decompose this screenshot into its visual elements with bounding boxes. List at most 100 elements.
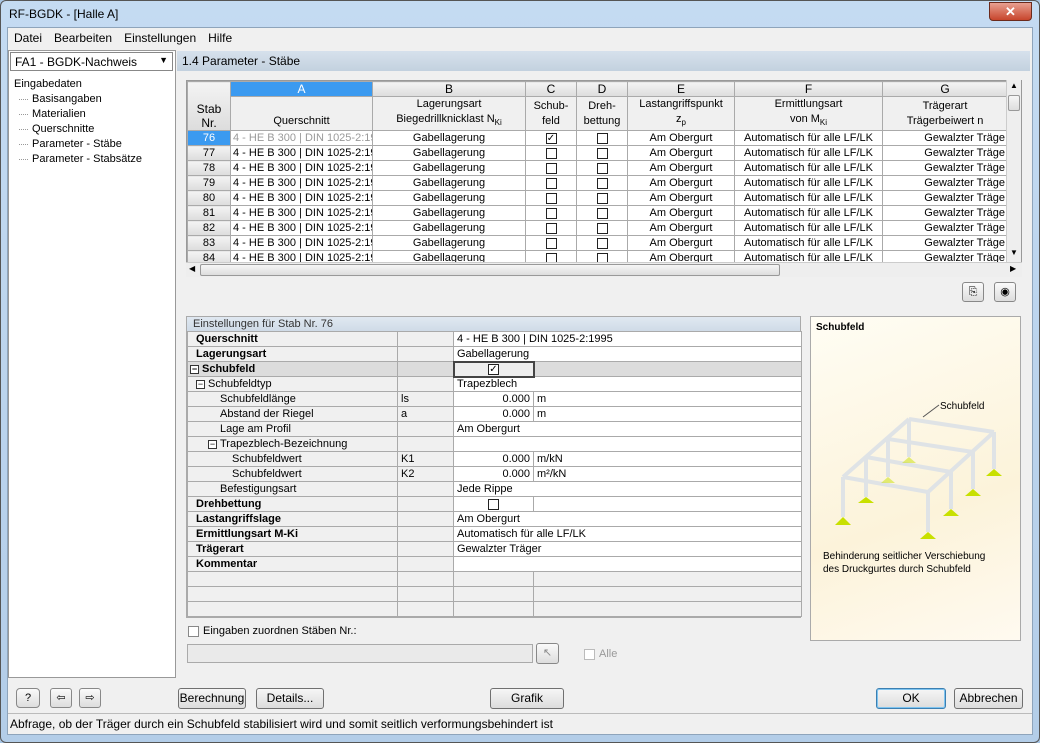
details-button[interactable]: Details... [256, 688, 324, 709]
table-row[interactable]: 81 4 - HE B 300 | DIN 1025-2:19 Gabellag… [187, 205, 1008, 222]
scroll-up-icon[interactable]: ▲ [1010, 81, 1018, 90]
shear-panel-checkbox[interactable] [545, 222, 557, 234]
col-header[interactable]: Ermittlungsart von MKi [734, 95, 883, 132]
row-number[interactable]: 83 [187, 235, 231, 252]
cell-rotational-restraint[interactable] [576, 160, 628, 177]
col-header[interactable]: Lastangriffspunkt zp [627, 95, 735, 132]
collapse-icon[interactable]: − [196, 379, 205, 389]
cell-beam-type[interactable]: Gewalzter Träge [882, 145, 1008, 162]
setting-value[interactable]: 0.000 [453, 466, 534, 482]
setting-value[interactable]: Am Obergurt [452, 511, 803, 527]
cell-rotational-restraint[interactable] [576, 205, 628, 222]
rotational-restraint-checkbox[interactable] [596, 207, 608, 219]
setting-row[interactable]: Lagerungsart Gabellagerung [187, 346, 803, 362]
cell-support-type[interactable]: Gabellagerung [372, 190, 526, 207]
import-button[interactable]: ⇦ [50, 688, 72, 708]
shear-panel-checkbox[interactable] [545, 237, 557, 249]
setting-row[interactable]: − Schubfeld ✓ [187, 360, 803, 378]
row-number[interactable]: 76 [187, 130, 231, 147]
cell-rotational-restraint[interactable] [576, 190, 628, 207]
cell-rotational-restraint[interactable] [576, 235, 628, 252]
setting-checkbox-cell[interactable]: ✓ [452, 360, 535, 378]
cell-support-type[interactable]: Gabellagerung [372, 205, 526, 222]
cell-support-type[interactable]: Gabellagerung [372, 220, 526, 237]
setting-checkbox[interactable] [488, 498, 499, 510]
menu-datei[interactable]: Datei [14, 31, 43, 45]
col-letter-b[interactable]: B [372, 81, 526, 97]
cell-load-point[interactable]: Am Obergurt [627, 190, 735, 207]
setting-row[interactable]: Kommentar [187, 556, 803, 572]
col-letter-a[interactable]: A [230, 81, 373, 97]
setting-value[interactable]: Gabellagerung [452, 346, 803, 362]
cell-support-type[interactable]: Gabellagerung [372, 130, 526, 147]
col-header[interactable]: Dreh- bettung [576, 95, 628, 132]
setting-value[interactable]: Am Obergurt [452, 421, 803, 437]
tree-item-parameter-stabsaetze[interactable]: Parameter - Stabsätze [14, 152, 142, 167]
cell-cross-section[interactable]: 4 - HE B 300 | DIN 1025-2:19 [230, 145, 373, 162]
scroll-right-icon[interactable]: ▶ [1010, 264, 1017, 273]
grid-horizontal-scrollbar[interactable]: ◀ ▶ [186, 262, 1022, 277]
cell-mki-method[interactable]: Automatisch für alle LF/LK [734, 220, 883, 237]
collapse-icon[interactable]: − [208, 439, 217, 449]
cell-shear-panel[interactable] [525, 220, 577, 237]
menu-hilfe[interactable]: Hilfe [208, 31, 233, 45]
cell-load-point[interactable]: Am Obergurt [627, 130, 735, 147]
tree-item-materialien[interactable]: Materialien [14, 107, 142, 122]
assign-members-input[interactable] [187, 644, 533, 663]
shear-panel-checkbox[interactable] [545, 192, 557, 204]
cell-mki-method[interactable]: Automatisch für alle LF/LK [734, 205, 883, 222]
cell-mki-method[interactable]: Automatisch für alle LF/LK [734, 190, 883, 207]
cell-shear-panel[interactable] [525, 175, 577, 192]
tree-item-querschnitte[interactable]: Querschnitte [14, 122, 142, 137]
cell-cross-section[interactable]: 4 - HE B 300 | DIN 1025-2:19 [230, 220, 373, 237]
setting-value[interactable] [452, 556, 803, 572]
setting-value[interactable]: 0.000 [453, 406, 534, 422]
setting-row[interactable]: Befestigungsart Jede Rippe [187, 481, 803, 497]
scroll-left-icon[interactable]: ◀ [189, 264, 196, 273]
menu-bearbeiten[interactable]: Bearbeiten [54, 31, 113, 45]
tree-root[interactable]: Eingabedaten [14, 78, 82, 90]
grid-vertical-scrollbar[interactable]: ▲ ▼ [1006, 80, 1021, 262]
cell-cross-section[interactable]: 4 - HE B 300 | DIN 1025-2:19 [230, 175, 373, 192]
case-select[interactable]: FA1 - BGDK-Nachweis ▼ [10, 52, 173, 71]
col-header[interactable]: Schub- feld [525, 95, 577, 132]
cell-beam-type[interactable]: Gewalzter Träge [882, 130, 1008, 147]
setting-row[interactable]: Schubfeldlänge ls 0.000 m [187, 391, 803, 407]
cell-load-point[interactable]: Am Obergurt [627, 220, 735, 237]
setting-row[interactable]: Drehbettung [187, 496, 803, 512]
setting-checkbox-cell[interactable] [453, 496, 534, 512]
cell-beam-type[interactable]: Gewalzter Träge [882, 190, 1008, 207]
assign-checkbox[interactable] [188, 625, 199, 637]
pick-members-button[interactable]: ↖ [536, 643, 559, 664]
vertical-scroll-thumb[interactable] [1008, 95, 1020, 111]
table-row[interactable]: 78 4 - HE B 300 | DIN 1025-2:19 Gabellag… [187, 160, 1008, 177]
table-row[interactable]: 77 4 - HE B 300 | DIN 1025-2:19 Gabellag… [187, 145, 1008, 162]
cell-shear-panel[interactable] [525, 235, 577, 252]
setting-row[interactable]: Lage am Profil Am Obergurt [187, 421, 803, 437]
cell-beam-type[interactable]: Gewalzter Träge [882, 175, 1008, 192]
setting-row[interactable]: Ermittlungsart M-Ki Automatisch für alle … [187, 526, 803, 542]
col-header[interactable]: Lagerungsart Biegedrillknicklast NKi [372, 95, 526, 132]
row-number[interactable]: 80 [187, 190, 231, 207]
cell-rotational-restraint[interactable] [576, 175, 628, 192]
ok-button[interactable]: OK [876, 688, 946, 709]
all-checkbox[interactable] [584, 648, 595, 660]
table-row[interactable]: 76 4 - HE B 300 | DIN 1025-2:19 Gabellag… [187, 130, 1008, 147]
setting-row[interactable]: Querschnitt 4 - HE B 300 | DIN 1025-2:199… [187, 331, 803, 347]
setting-value[interactable]: Automatisch für alle LF/LK [452, 526, 803, 542]
table-row[interactable]: 79 4 - HE B 300 | DIN 1025-2:19 Gabellag… [187, 175, 1008, 192]
cell-shear-panel[interactable] [525, 145, 577, 162]
cell-load-point[interactable]: Am Obergurt [627, 160, 735, 177]
row-number[interactable]: 78 [187, 160, 231, 177]
col-header[interactable]: Querschnitt [230, 95, 373, 132]
close-button[interactable]: ✕ [989, 2, 1032, 21]
setting-row[interactable]: Lastangriffslage Am Obergurt [187, 511, 803, 527]
cell-mki-method[interactable]: Automatisch für alle LF/LK [734, 175, 883, 192]
setting-value[interactable] [452, 436, 803, 452]
setting-row[interactable]: Trägerart Gewalzter Träger [187, 541, 803, 557]
rotational-restraint-checkbox[interactable] [596, 192, 608, 204]
rotational-restraint-checkbox[interactable] [596, 237, 608, 249]
cell-mki-method[interactable]: Automatisch für alle LF/LK [734, 130, 883, 147]
cell-cross-section[interactable]: 4 - HE B 300 | DIN 1025-2:19 [230, 130, 373, 147]
cell-mki-method[interactable]: Automatisch für alle LF/LK [734, 160, 883, 177]
